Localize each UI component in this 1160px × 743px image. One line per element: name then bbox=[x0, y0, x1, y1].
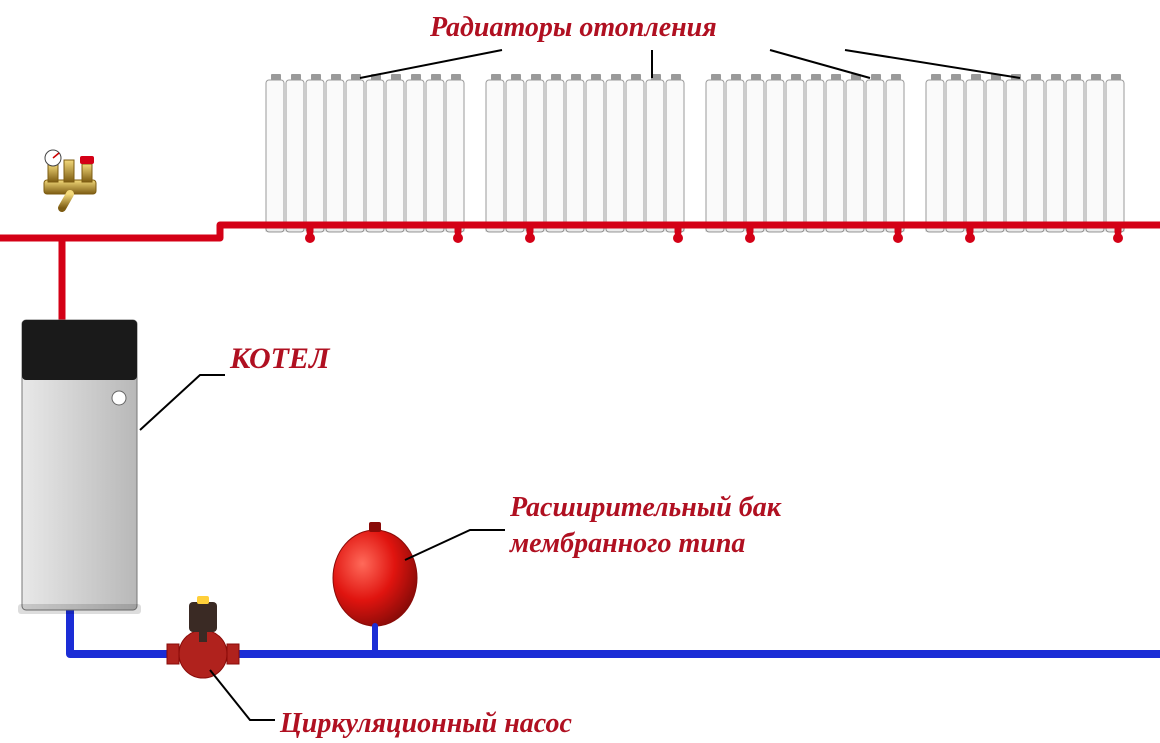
leader-line bbox=[210, 670, 275, 720]
radiator bbox=[705, 74, 905, 243]
radiator bbox=[265, 74, 465, 243]
boiler bbox=[18, 320, 141, 614]
diagram-svg bbox=[0, 0, 1160, 743]
diagram-stage: Радиаторы отопления КОТЕЛ Расширительный… bbox=[0, 0, 1160, 743]
radiator bbox=[485, 74, 685, 243]
circulation-pump-icon bbox=[167, 596, 239, 678]
expansion-tank-icon bbox=[333, 522, 417, 654]
label-radiators: Радиаторы отопления bbox=[430, 12, 717, 44]
radiator bbox=[925, 74, 1125, 243]
label-boiler: КОТЕЛ bbox=[230, 342, 330, 376]
leader-line bbox=[845, 50, 1020, 78]
leader-line bbox=[770, 50, 870, 78]
label-tank-line2: мембранного типа bbox=[510, 528, 745, 560]
safety-valve-icon bbox=[44, 150, 96, 208]
leader-line bbox=[405, 530, 505, 560]
cold-return-pipe bbox=[70, 610, 1160, 654]
hot-supply-pipe bbox=[62, 225, 1160, 320]
leader-line bbox=[360, 50, 502, 78]
label-pump: Циркуляционный насос bbox=[280, 708, 572, 740]
label-tank-line1: Расширительный бак bbox=[510, 492, 781, 524]
leader-line bbox=[140, 375, 225, 430]
